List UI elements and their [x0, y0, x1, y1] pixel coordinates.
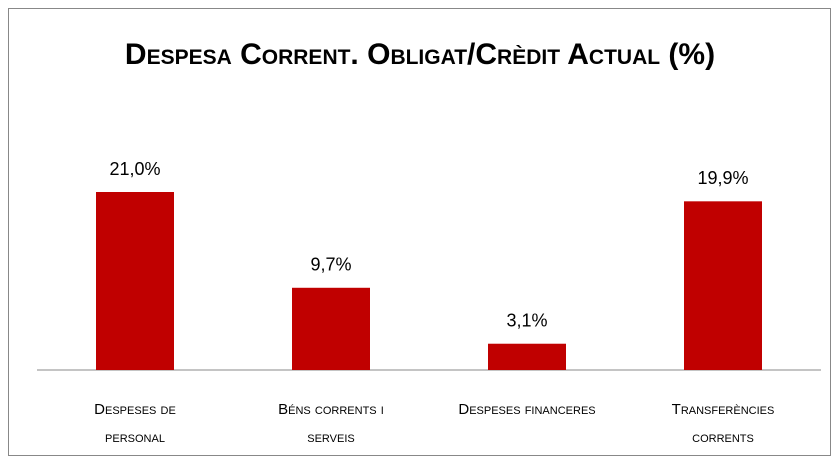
bar: [96, 192, 174, 370]
x-tick-label: Béns corrents i serveis: [278, 401, 384, 446]
value-label: 21,0%: [109, 159, 160, 179]
value-label: 9,7%: [310, 255, 351, 275]
x-tick-label: Despeses de personal: [94, 401, 176, 446]
chart-title: Despesa Corrent. Obligat/Crèdit Actual (…: [124, 38, 716, 71]
chart-border: [8, 8, 831, 456]
bar: [292, 287, 370, 370]
x-tick-label: Despeses financeres: [458, 401, 596, 418]
value-label: 19,9%: [697, 168, 748, 188]
value-label: 3,1%: [506, 310, 547, 330]
bar: [684, 201, 762, 370]
bar: [488, 343, 566, 370]
x-tick-label: Transferències corrents: [671, 401, 775, 446]
